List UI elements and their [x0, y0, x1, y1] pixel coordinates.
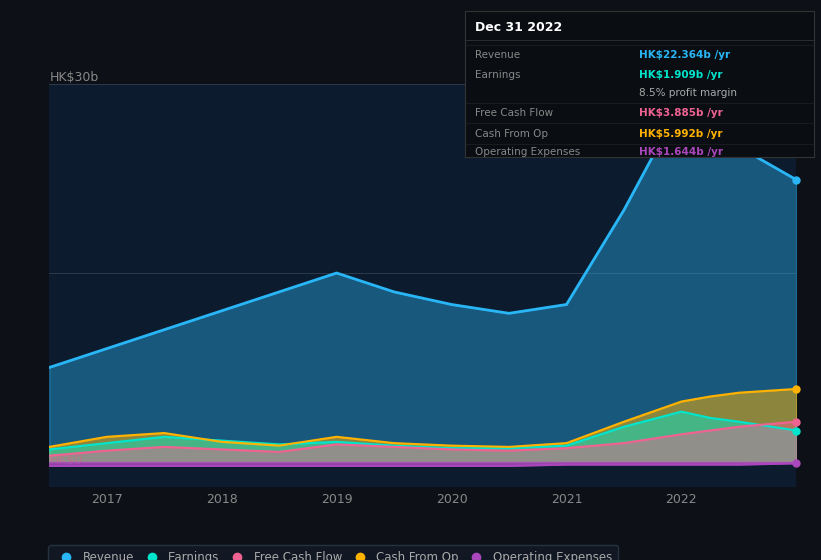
Text: HK$1.644b /yr: HK$1.644b /yr: [639, 147, 723, 157]
Text: HK$5.992b /yr: HK$5.992b /yr: [639, 128, 722, 138]
Text: Operating Expenses: Operating Expenses: [475, 147, 580, 157]
Text: Earnings: Earnings: [475, 70, 521, 80]
Text: Free Cash Flow: Free Cash Flow: [475, 108, 553, 118]
Text: HK$0: HK$0: [49, 455, 83, 468]
Text: 8.5% profit margin: 8.5% profit margin: [639, 88, 737, 98]
Text: HK$22.364b /yr: HK$22.364b /yr: [639, 50, 730, 60]
Legend: Revenue, Earnings, Free Cash Flow, Cash From Op, Operating Expenses: Revenue, Earnings, Free Cash Flow, Cash …: [48, 545, 618, 560]
Text: HK$30b: HK$30b: [49, 71, 99, 84]
Text: Cash From Op: Cash From Op: [475, 128, 548, 138]
Text: Dec 31 2022: Dec 31 2022: [475, 21, 562, 34]
Text: HK$3.885b /yr: HK$3.885b /yr: [639, 108, 723, 118]
Text: HK$1.909b /yr: HK$1.909b /yr: [639, 70, 722, 80]
Text: Revenue: Revenue: [475, 50, 521, 60]
